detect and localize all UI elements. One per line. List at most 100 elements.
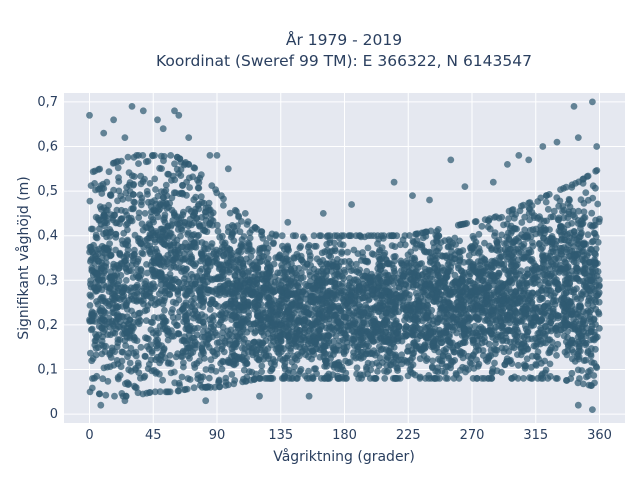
scatter-point [118, 357, 126, 365]
scatter-point [512, 323, 519, 331]
scatter-point [275, 339, 282, 346]
scatter-point [91, 253, 99, 261]
scatter-point [152, 245, 160, 253]
scatter-point [250, 281, 258, 288]
scatter-point [391, 375, 399, 382]
scatter-point [151, 238, 159, 246]
scatter-point [169, 306, 176, 313]
scatter-point [268, 365, 276, 373]
scatter-point [473, 375, 481, 382]
scatter-point [248, 291, 256, 299]
scatter-point [103, 283, 110, 290]
scatter-point [174, 288, 182, 295]
scatter-point [527, 363, 535, 371]
scatter-point [243, 373, 251, 381]
scatter-point [292, 232, 299, 240]
scatter-point [269, 240, 277, 248]
scatter-point [484, 223, 492, 231]
scatter-point [178, 373, 186, 381]
scatter-point [575, 207, 582, 215]
scatter-point [171, 176, 179, 184]
scatter-point [269, 331, 277, 338]
scatter-point [311, 242, 318, 250]
scatter-point [107, 331, 114, 339]
scatter-point [222, 374, 230, 382]
scatter-point [179, 190, 187, 198]
scatter-point [516, 270, 523, 278]
scatter-point [150, 272, 157, 280]
scatter-point [504, 245, 512, 252]
scatter-point [179, 211, 187, 219]
scatter-point [263, 249, 271, 256]
scatter-point [426, 259, 434, 266]
scatter-point [590, 372, 598, 379]
scatter-point [94, 344, 102, 351]
scatter-point [126, 316, 134, 323]
scatter-point [376, 354, 384, 362]
scatter-point [186, 376, 194, 383]
scatter-point [521, 213, 529, 221]
scatter-point [440, 329, 448, 337]
scatter-point [94, 301, 102, 308]
scatter-point [240, 366, 248, 374]
scatter-point [135, 272, 143, 280]
scatter-point [182, 271, 190, 278]
scatter-point [436, 357, 444, 364]
scatter-point [88, 384, 96, 392]
scatter-point [451, 271, 459, 279]
scatter-point [265, 314, 273, 322]
scatter-point [196, 222, 204, 230]
scatter-point [220, 303, 227, 311]
scatter-point [161, 211, 169, 219]
scatter-point [336, 337, 344, 345]
scatter-point [294, 282, 301, 289]
scatter-point [350, 328, 358, 336]
scatter-point [119, 348, 127, 356]
scatter-point [375, 362, 383, 369]
scatter-point [186, 354, 193, 362]
scatter-point [135, 160, 142, 168]
scatter-point [542, 198, 550, 206]
scatter-point [110, 186, 117, 194]
scatter-point [466, 272, 473, 280]
scatter-point [586, 309, 593, 316]
scatter-point [482, 307, 489, 315]
scatter-point [505, 215, 512, 223]
scatter-point [256, 246, 263, 254]
scatter-point [110, 361, 118, 369]
scatter-point [596, 282, 603, 289]
scatter-point [584, 231, 592, 239]
scatter-point [591, 256, 598, 264]
scatter-point [205, 374, 213, 382]
scatter-point [542, 192, 550, 200]
scatter-point [166, 352, 174, 359]
scatter-point [112, 246, 119, 254]
scatter-point [455, 249, 463, 256]
scatter-point [464, 315, 472, 322]
scatter-point [589, 268, 597, 276]
scatter-point [589, 194, 597, 202]
scatter-point [408, 265, 416, 272]
scatter-point [595, 289, 603, 296]
scatter-point [91, 180, 98, 187]
scatter-point [588, 209, 596, 217]
scatter-point [236, 281, 243, 289]
scatter-point [232, 276, 240, 284]
scatter-point [168, 194, 176, 202]
scatter-point [119, 196, 127, 203]
scatter-point [454, 221, 462, 229]
scatter-point [235, 213, 243, 221]
scatter-point [115, 375, 122, 383]
scatter-point [228, 371, 236, 378]
scatter-point [462, 285, 470, 293]
scatter-point [337, 240, 344, 248]
scatter-point [330, 338, 338, 345]
scatter-point [316, 258, 324, 266]
scatter-point [464, 366, 472, 373]
scatter-point [244, 218, 252, 226]
scatter-point [329, 289, 337, 297]
scatter-point [160, 153, 168, 160]
scatter-point [139, 178, 147, 186]
scatter-point [91, 374, 98, 382]
scatter-point [185, 222, 192, 230]
